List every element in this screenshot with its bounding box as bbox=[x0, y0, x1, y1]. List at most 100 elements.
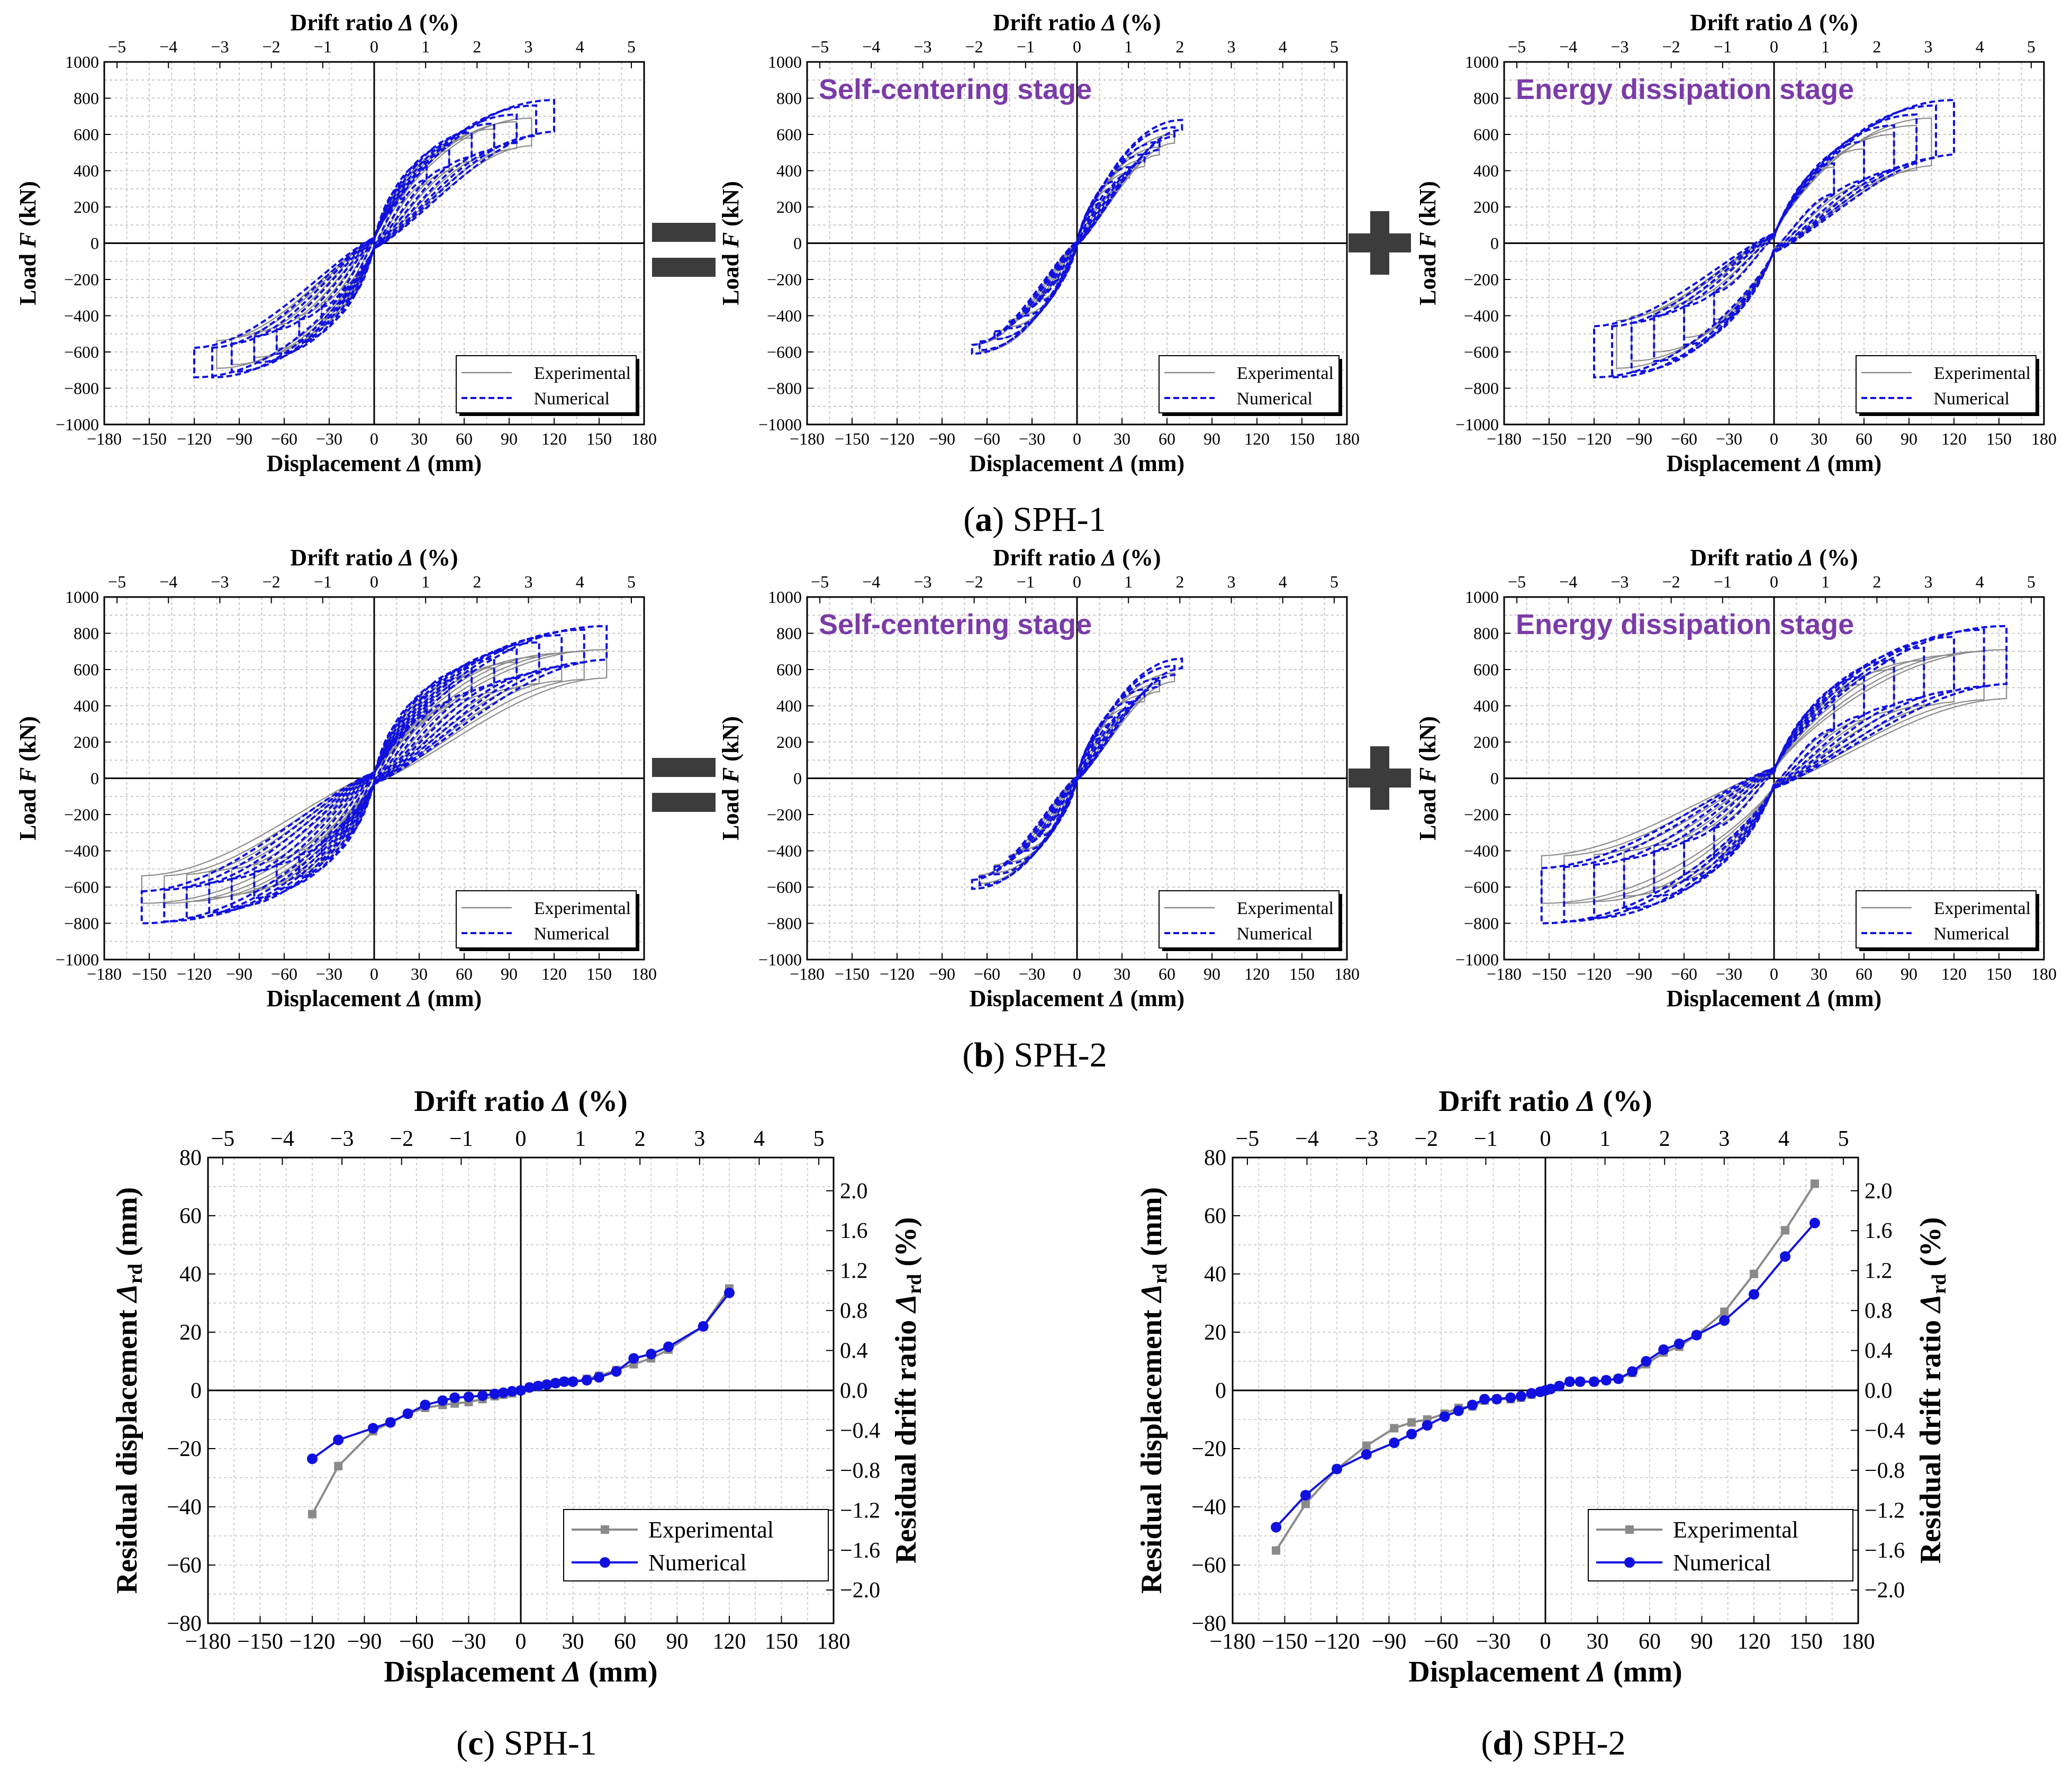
x-tick-label: 120 bbox=[713, 1630, 746, 1654]
x2-axis-title: Drift ratio Δ (%) bbox=[1438, 1085, 1652, 1118]
numerical-point bbox=[532, 1380, 544, 1391]
y-tick-label: 400 bbox=[1473, 697, 1499, 716]
chart-a-total: −180 −150 −120 −90 −60 −30 0 30 60 90 120 150 180−5−… bbox=[15, 10, 657, 476]
legend-numerical-label: Numerical bbox=[534, 389, 610, 409]
x-tick-label: 90 bbox=[1901, 429, 1917, 448]
numerical-point bbox=[402, 1408, 413, 1419]
x2-tick-label: 3 bbox=[1718, 1127, 1730, 1151]
y-tick-label: 60 bbox=[179, 1204, 202, 1228]
legend: Experimental Numerical bbox=[1588, 1509, 1853, 1581]
numerical-point bbox=[449, 1392, 460, 1403]
x2-tick-label: −3 bbox=[1610, 37, 1628, 56]
y2-tick-label: 1.2 bbox=[840, 1259, 868, 1283]
y-tick-label: 1000 bbox=[768, 52, 802, 71]
x2-tick-label: 4 bbox=[1778, 1127, 1789, 1151]
y2-tick-label: −0.4 bbox=[1865, 1418, 1905, 1443]
numerical-point bbox=[1271, 1522, 1282, 1533]
numerical-loop bbox=[185, 634, 563, 919]
y-tick-label: 0 bbox=[191, 1379, 202, 1403]
x2-tick-label: 0 bbox=[1073, 37, 1081, 56]
x2-tick-label: 1 bbox=[575, 1127, 586, 1151]
numerical-point bbox=[524, 1382, 535, 1393]
y-tick-label: 20 bbox=[1204, 1321, 1226, 1345]
x2-tick-label: 5 bbox=[627, 37, 636, 56]
x2-tick-label: −4 bbox=[159, 572, 177, 591]
x-tick-label: −60 bbox=[399, 1630, 434, 1654]
x-tick-label: 30 bbox=[1114, 429, 1130, 448]
x-tick-label: −30 bbox=[451, 1630, 486, 1654]
y2-axis-title: Residual drift ratio Δrd (%) bbox=[1914, 1217, 1950, 1564]
x-tick-label: 60 bbox=[456, 429, 473, 448]
x2-tick-label: 4 bbox=[576, 572, 584, 591]
x-tick-label: 90 bbox=[501, 964, 518, 983]
x-tick-label: −150 bbox=[835, 429, 870, 448]
caption-a: (a) SPH-1 bbox=[963, 500, 1106, 539]
x-tick-label: −180 bbox=[87, 964, 122, 983]
legend-box bbox=[1856, 355, 2037, 413]
x2-tick-label: −4 bbox=[862, 37, 880, 56]
numerical-point bbox=[1332, 1463, 1342, 1475]
x-tick-label: −180 bbox=[1210, 1630, 1256, 1654]
y-tick-label: −1000 bbox=[1455, 950, 1499, 969]
legend-numerical-label: Numerical bbox=[1934, 389, 2010, 409]
y-tick-label: −60 bbox=[1191, 1553, 1226, 1578]
y-axis-title: Residual displacement Δrd (mm) bbox=[1135, 1187, 1171, 1594]
y-tick-label: −600 bbox=[64, 342, 99, 361]
x2-axis-title: Drift ratio Δ (%) bbox=[290, 10, 458, 35]
x2-axis-title: Drift ratio Δ (%) bbox=[993, 10, 1161, 35]
x2-tick-label: 2 bbox=[1872, 37, 1881, 56]
y-tick-label: 200 bbox=[74, 197, 99, 216]
legend-experimental-label: Experimental bbox=[1934, 899, 2031, 918]
x-tick-label: 180 bbox=[2031, 964, 2057, 983]
x-tick-label: −180 bbox=[790, 964, 825, 983]
legend-box bbox=[1856, 890, 2037, 948]
caption-b: (b) SPH-2 bbox=[962, 1036, 1107, 1074]
x-tick-label: 120 bbox=[1941, 964, 1967, 983]
x-tick-label: 0 bbox=[1770, 964, 1778, 983]
legend: Experimental Numerical bbox=[456, 890, 639, 951]
stage-title: Energy dissipation stage bbox=[1516, 609, 1854, 640]
x2-tick-label: 1 bbox=[421, 572, 430, 591]
legend-experimental-label: Experimental bbox=[1673, 1517, 1798, 1543]
y-tick-label: 400 bbox=[1473, 161, 1499, 180]
y-tick-label: 200 bbox=[1473, 197, 1499, 216]
y-tick-label: 600 bbox=[1473, 125, 1499, 144]
legend-numerical-label: Numerical bbox=[1237, 389, 1313, 409]
x2-tick-label: −2 bbox=[965, 572, 983, 591]
numerical-point bbox=[420, 1399, 431, 1411]
y-tick-label: −40 bbox=[167, 1495, 202, 1520]
x-tick-label: 60 bbox=[1159, 964, 1175, 983]
y2-tick-label: −1.2 bbox=[1865, 1498, 1905, 1523]
y-tick-label: −600 bbox=[767, 342, 802, 361]
x-axis-title: Displacement Δ (mm) bbox=[267, 450, 482, 476]
chart-b-self-centering: −180 −150 −120 −90 −60 −30 0 30 60 90 120 150 180−5−… bbox=[718, 545, 1360, 1011]
x-tick-label: 180 bbox=[1334, 964, 1360, 983]
x2-tick-label: 1 bbox=[1124, 572, 1133, 591]
y-tick-label: −800 bbox=[1464, 914, 1499, 933]
numerical-point bbox=[333, 1434, 344, 1445]
x2-tick-label: 2 bbox=[473, 37, 481, 56]
x-tick-label: −30 bbox=[1019, 429, 1045, 448]
numerical-point bbox=[628, 1353, 639, 1364]
y-tick-label: 400 bbox=[776, 161, 802, 180]
x2-tick-label: −3 bbox=[1355, 1127, 1379, 1151]
y-tick-label: −800 bbox=[64, 914, 99, 933]
numerical-point bbox=[1575, 1376, 1586, 1387]
x2-tick-label: −1 bbox=[1714, 37, 1732, 56]
numerical-loop bbox=[1713, 162, 1835, 324]
y-tick-label: −1000 bbox=[758, 415, 802, 434]
y-tick-label: 1000 bbox=[1465, 52, 1499, 71]
x2-tick-label: 2 bbox=[1175, 572, 1184, 591]
x2-tick-label: 0 bbox=[1073, 572, 1081, 591]
numerical-point bbox=[1749, 1289, 1759, 1300]
y-tick-label: 800 bbox=[1473, 624, 1499, 643]
numerical-series bbox=[193, 98, 555, 379]
legend-numerical-marker bbox=[600, 1557, 610, 1568]
numerical-loop bbox=[978, 126, 1176, 351]
x-tick-label: −90 bbox=[1626, 964, 1652, 983]
numerical-point bbox=[567, 1376, 578, 1387]
numerical-loop bbox=[298, 679, 450, 878]
numerical-point bbox=[1439, 1411, 1450, 1422]
x2-tick-label: 3 bbox=[524, 37, 533, 56]
y-tick-label: 400 bbox=[74, 161, 99, 180]
